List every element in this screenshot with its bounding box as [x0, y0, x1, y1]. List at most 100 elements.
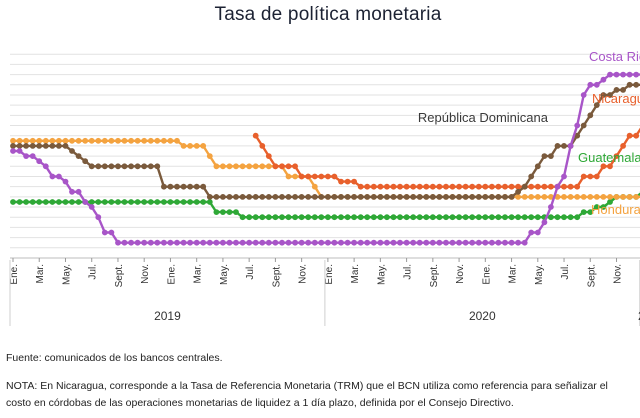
data-point-honduras — [554, 194, 561, 200]
data-point-republica-dominicana — [502, 194, 508, 200]
data-point-guatemala — [305, 214, 312, 221]
data-point-nicaragua — [265, 153, 272, 160]
data-point-guatemala — [443, 214, 449, 221]
data-point-costa-rica — [252, 239, 259, 246]
x-tick-label: Nov. — [613, 264, 624, 284]
data-point-republica-dominicana — [377, 194, 384, 200]
data-point-costa-rica — [154, 239, 161, 246]
data-point-costa-rica — [95, 214, 102, 221]
data-point-republica-dominicana — [75, 153, 82, 160]
data-point-nicaragua — [587, 173, 594, 180]
data-point-honduras — [607, 194, 613, 200]
data-point-republica-dominicana — [528, 173, 535, 180]
data-point-republica-dominicana — [311, 194, 318, 200]
data-point-republica-dominicana — [82, 158, 89, 165]
data-point-republica-dominicana — [279, 194, 285, 200]
data-point-nicaragua — [331, 173, 338, 180]
data-point-guatemala — [239, 214, 246, 221]
data-point-costa-rica — [167, 239, 174, 246]
data-point-guatemala — [423, 214, 430, 221]
data-point-republica-dominicana — [587, 112, 594, 119]
data-point-honduras — [626, 194, 633, 200]
data-point-republica-dominicana — [482, 194, 489, 200]
data-point-republica-dominicana — [285, 194, 292, 200]
data-point-republica-dominicana — [626, 81, 633, 88]
data-point-guatemala — [436, 214, 443, 221]
data-point-guatemala — [587, 209, 594, 216]
data-point-guatemala — [279, 214, 285, 221]
x-tick-label: May. — [219, 264, 230, 285]
data-point-costa-rica — [561, 173, 567, 180]
data-point-honduras — [515, 194, 521, 200]
data-point-costa-rica — [462, 239, 469, 246]
data-point-costa-rica — [69, 188, 75, 195]
data-point-honduras — [226, 163, 233, 170]
data-point-guatemala — [311, 214, 318, 221]
data-point-guatemala — [128, 199, 135, 205]
data-point-guatemala — [325, 214, 331, 221]
data-point-nicaragua — [443, 183, 449, 190]
data-point-costa-rica — [429, 239, 436, 246]
data-point-nicaragua — [403, 183, 410, 190]
data-point-nicaragua — [338, 178, 344, 185]
data-point-guatemala — [593, 204, 600, 210]
data-point-guatemala — [154, 199, 161, 205]
data-point-honduras — [62, 137, 69, 144]
data-point-honduras — [23, 137, 29, 144]
data-point-republica-dominicana — [541, 153, 548, 160]
data-point-republica-dominicana — [469, 194, 476, 200]
data-point-costa-rica — [62, 178, 69, 185]
data-point-guatemala — [456, 214, 462, 221]
data-point-costa-rica — [298, 239, 305, 246]
data-point-honduras — [121, 137, 128, 144]
data-point-costa-rica — [318, 239, 325, 246]
data-point-guatemala — [357, 214, 364, 221]
data-point-guatemala — [233, 209, 239, 216]
data-point-republica-dominicana — [508, 194, 515, 200]
data-point-guatemala — [252, 214, 259, 221]
data-point-costa-rica — [449, 239, 456, 246]
data-point-costa-rica — [521, 239, 528, 246]
data-point-costa-rica — [259, 239, 266, 246]
x-tick-label: Sept. — [271, 264, 282, 287]
data-point-republica-dominicana — [515, 188, 521, 195]
data-point-guatemala — [101, 199, 108, 205]
data-point-costa-rica — [213, 239, 220, 246]
data-point-nicaragua — [377, 183, 384, 190]
data-point-costa-rica — [626, 71, 633, 78]
data-point-guatemala — [56, 199, 62, 205]
data-point-honduras — [134, 137, 141, 144]
data-point-nicaragua — [370, 183, 377, 190]
data-point-costa-rica — [574, 122, 581, 129]
data-point-costa-rica — [344, 239, 351, 246]
data-point-costa-rica — [206, 239, 213, 246]
data-point-costa-rica — [134, 239, 141, 246]
data-point-nicaragua — [325, 173, 331, 180]
data-point-honduras — [292, 173, 298, 180]
data-point-guatemala — [462, 214, 469, 221]
x-tick-label: Ene. — [9, 264, 20, 285]
data-point-nicaragua — [344, 178, 351, 185]
data-point-costa-rica — [200, 239, 207, 246]
data-point-republica-dominicana — [429, 194, 436, 200]
data-point-costa-rica — [633, 71, 640, 78]
data-point-republica-dominicana — [147, 163, 154, 170]
data-point-honduras — [108, 137, 115, 144]
data-point-honduras — [259, 163, 266, 170]
data-point-costa-rica — [534, 229, 541, 236]
data-point-honduras — [613, 194, 620, 200]
data-point-costa-rica — [265, 239, 272, 246]
data-point-guatemala — [397, 214, 403, 221]
data-point-republica-dominicana — [436, 194, 443, 200]
data-point-republica-dominicana — [62, 143, 69, 149]
data-point-honduras — [521, 194, 528, 200]
data-point-nicaragua — [311, 173, 318, 180]
x-tick-label: Mar. — [193, 264, 204, 283]
data-point-nicaragua — [534, 183, 541, 190]
data-point-republica-dominicana — [534, 163, 541, 170]
data-point-guatemala — [469, 214, 476, 221]
data-point-nicaragua — [482, 183, 489, 190]
data-point-honduras — [593, 194, 600, 200]
data-point-republica-dominicana — [121, 163, 128, 170]
data-point-republica-dominicana — [36, 143, 43, 149]
